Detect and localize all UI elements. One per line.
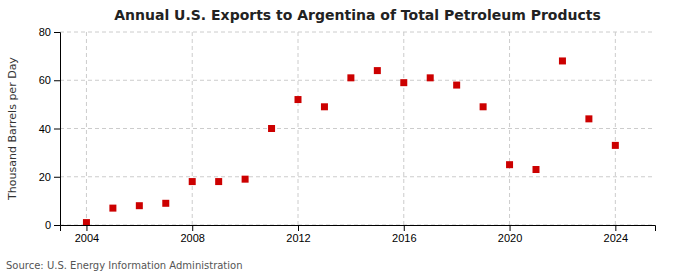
point xyxy=(242,176,249,183)
y-axis-tick: 40 xyxy=(39,123,60,135)
x-axis-tick: 2020 xyxy=(498,225,522,244)
y-axis-tick: 20 xyxy=(39,171,60,183)
y-axis-tick-mark xyxy=(54,32,60,33)
y-axis-tick: 0 xyxy=(45,219,60,231)
y-axis-line xyxy=(54,33,61,226)
x-grid-line xyxy=(403,32,404,225)
y-grid-line xyxy=(60,80,655,81)
y-axis-tick-label: 40 xyxy=(39,123,51,135)
x-axis-tick-label: 2012 xyxy=(286,232,310,244)
point xyxy=(559,57,566,64)
x-axis-tick-mark xyxy=(192,225,193,231)
point xyxy=(374,67,381,74)
point xyxy=(427,74,434,81)
x-axis-tick-mark xyxy=(86,225,87,231)
point xyxy=(268,125,275,132)
point xyxy=(162,200,169,207)
x-axis-line xyxy=(61,226,656,232)
x-axis-tick-label: 2008 xyxy=(180,232,204,244)
y-axis-tick-mark xyxy=(54,177,60,178)
point xyxy=(83,219,90,225)
y-axis-tick-label: 20 xyxy=(39,171,51,183)
x-axis: 2004 2008 2012 2016 2020 2024 xyxy=(61,225,656,244)
point xyxy=(533,166,540,173)
y-axis-tick-mark xyxy=(54,129,60,130)
x-grid-line xyxy=(615,32,616,225)
y-grid-line xyxy=(60,32,655,33)
y-axis-title: Thousand Barrels per Day xyxy=(6,57,19,201)
x-axis-tick-mark xyxy=(298,225,299,231)
point xyxy=(189,178,196,185)
points xyxy=(83,57,619,225)
x-axis-tick: 2008 xyxy=(180,225,204,244)
x-axis-tick: 2004 xyxy=(75,225,99,244)
point xyxy=(453,82,460,89)
x-grid-line xyxy=(86,32,87,225)
chart: 2004 2008 2012 2016 2020 2024 0 20 40 60 80 Annual … xyxy=(0,0,675,275)
point xyxy=(585,115,592,122)
x-axis-tick-label: 2004 xyxy=(75,232,99,244)
x-axis-tick-label: 2024 xyxy=(604,232,628,244)
y-axis-tick: 60 xyxy=(39,74,60,86)
x-axis-tick: 2024 xyxy=(604,225,628,244)
x-axis-tick-mark xyxy=(404,225,405,231)
chart-container: 2004 2008 2012 2016 2020 2024 0 20 40 60 80 Annual … xyxy=(0,0,675,275)
x-grid-line xyxy=(192,32,193,225)
y-axis-tick-label: 0 xyxy=(45,219,51,231)
x-grid-line xyxy=(298,32,299,225)
point xyxy=(136,202,143,209)
title: Annual U.S. Exports to Argentina of Tota… xyxy=(114,7,601,23)
x-axis-tick-label: 2020 xyxy=(498,232,522,244)
x-axis-tick-mark xyxy=(510,225,511,231)
point xyxy=(506,161,513,168)
point xyxy=(612,142,619,149)
y-axis-tick-mark xyxy=(54,80,60,81)
point xyxy=(400,79,407,86)
point xyxy=(215,178,222,185)
y-grid-line xyxy=(60,128,655,129)
grid xyxy=(60,32,655,225)
y-axis-tick-label: 80 xyxy=(39,26,51,38)
annotation: Source: U.S. Energy Information Administ… xyxy=(6,260,243,271)
point xyxy=(295,96,302,103)
point xyxy=(109,205,116,212)
y-axis-tick-mark xyxy=(54,225,60,226)
y-axis-tick: 80 xyxy=(39,26,60,38)
y-axis-tick-label: 60 xyxy=(39,74,51,86)
x-axis-tick-mark xyxy=(615,225,616,231)
x-grid-line xyxy=(509,32,510,225)
y-axis: 0 20 40 60 80 xyxy=(39,26,61,231)
point xyxy=(347,74,354,81)
point xyxy=(480,103,487,110)
x-axis-tick-label: 2016 xyxy=(392,232,416,244)
y-grid-line xyxy=(60,176,655,177)
point xyxy=(321,103,328,110)
x-axis-tick: 2016 xyxy=(392,225,416,244)
x-axis-tick: 2012 xyxy=(286,225,310,244)
